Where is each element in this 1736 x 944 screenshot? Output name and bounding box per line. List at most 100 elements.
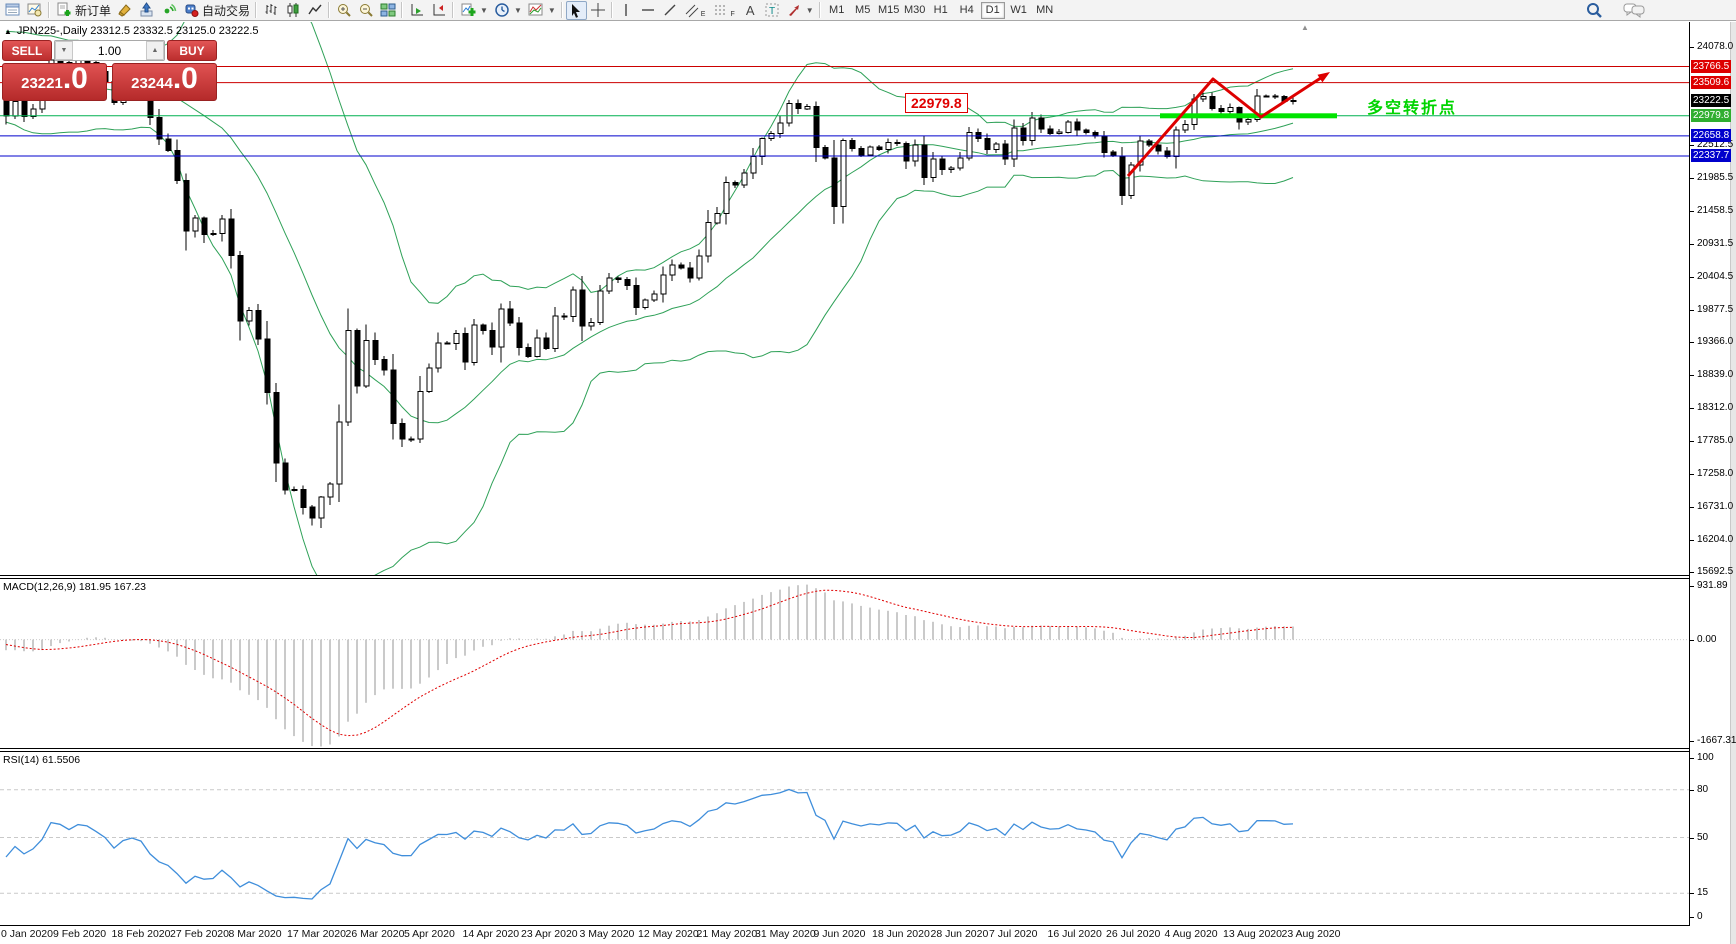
date-label: 27 Feb 2020 <box>170 928 229 940</box>
axis-tick <box>1690 375 1694 376</box>
channel-sub-label: E <box>700 10 706 18</box>
chevron-down-icon: ▼ <box>547 5 556 15</box>
axis-tick-label: 20404.5 <box>1697 270 1734 282</box>
bar-chart-mode-icon[interactable] <box>260 1 282 20</box>
toolbar-separator <box>560 2 563 18</box>
timeframe-d1[interactable]: D1 <box>980 1 1005 19</box>
horizontal-line-tool[interactable] <box>637 1 659 20</box>
line-mode-icon[interactable] <box>304 1 326 20</box>
rsi-pane[interactable] <box>0 752 1690 925</box>
timeframe-m5[interactable]: M5 <box>855 4 871 16</box>
axis-tick-label: 18312.0 <box>1697 401 1734 413</box>
sell-button[interactable]: SELL <box>2 40 52 61</box>
tick-chart-icon[interactable] <box>24 1 46 20</box>
buy-button[interactable]: BUY <box>167 40 217 61</box>
buy-price-main: 23244 <box>131 75 173 92</box>
pane-separator[interactable] <box>0 578 1690 579</box>
axis-tick <box>1690 178 1694 179</box>
publish-icon[interactable] <box>136 1 158 20</box>
text-label-tool[interactable]: T <box>761 1 783 20</box>
chart-window-icon[interactable] <box>2 1 24 20</box>
axis-tick <box>1690 506 1694 508</box>
date-label: 31 May 2020 <box>755 928 816 940</box>
axis-tick <box>1690 539 1694 541</box>
pane-separator[interactable] <box>0 751 1690 752</box>
volume-up-button[interactable]: ▲ <box>146 41 164 60</box>
arrows-tool[interactable]: ▼ <box>783 1 817 20</box>
templates-button[interactable]: ▼ <box>525 1 559 20</box>
price-tag: 22337.7 <box>1691 149 1731 163</box>
crosshair-tool[interactable] <box>587 1 609 20</box>
price-tag: 23766.5 <box>1691 60 1731 73</box>
axis-tick <box>1690 145 1694 146</box>
axis-tick-label: 20931.5 <box>1697 237 1734 249</box>
collapse-panel-arrow[interactable]: ▲ <box>4 26 12 36</box>
buy-price-panel[interactable]: 23244 .0 <box>112 63 217 101</box>
turning-point-label[interactable]: 多空转折点 <box>1367 100 1458 117</box>
toolbar-separator <box>452 2 455 18</box>
date-label: 23 Aug 2020 <box>1281 928 1341 940</box>
axis-tick <box>1690 243 1694 245</box>
chevron-down-icon: ▼ <box>513 5 522 15</box>
timeframe-m15[interactable]: M15 <box>877 4 900 16</box>
fibonacci-tool[interactable]: F <box>710 1 739 20</box>
chart-area[interactable]: 24078.0 22512.5 21985.5 21458.5 20931.5 20404… <box>0 22 1736 944</box>
volume-down-button[interactable]: ▼ <box>55 41 73 60</box>
vertical-line-tool[interactable] <box>616 1 637 20</box>
volume-stepper: ▼ 1.00 ▲ <box>54 40 165 61</box>
one-click-trading-panel: SELL ▼ 1.00 ▲ BUY 23221 .0 23244 .0 <box>2 40 217 101</box>
macd-pane[interactable] <box>0 579 1690 748</box>
pane-separator[interactable] <box>0 575 1690 576</box>
periods-button[interactable]: ▼ <box>491 1 525 20</box>
new-order-button[interactable]: 新订单 <box>53 1 114 20</box>
autotrade-button[interactable]: 自动交易 <box>180 1 253 20</box>
date-label: 28 Jun 2020 <box>930 928 989 940</box>
signal-icon[interactable] <box>158 1 180 20</box>
time-axis[interactable]: 0 Jan 2020 9 Feb 2020 18 Feb 2020 27 Feb 20… <box>0 928 1690 944</box>
date-label: 0 Jan 2020 <box>1 928 53 940</box>
date-label: 9 Jun 2020 <box>813 928 866 940</box>
chevron-down-icon: ▼ <box>805 5 814 15</box>
date-label: 8 Mar 2020 <box>228 928 282 940</box>
toolbar-separator <box>401 2 404 18</box>
chat-icon[interactable] <box>1620 1 1648 20</box>
axis-tick-label: 22512.5 <box>1697 139 1734 150</box>
zoom-in-icon[interactable] <box>333 1 355 20</box>
date-label: 9 Feb 2020 <box>53 928 107 940</box>
equidistant-channel-tool[interactable]: E <box>681 1 711 20</box>
candle-mode-icon[interactable] <box>282 1 304 20</box>
axis-tick <box>1690 407 1694 409</box>
chart-bottom-border <box>0 925 1690 926</box>
search-icon[interactable] <box>1583 1 1606 20</box>
axis-tick-label: 17785.0 <box>1697 434 1734 446</box>
axis-tick-label: 17258.0 <box>1697 467 1734 479</box>
eraser-icon[interactable] <box>114 1 136 20</box>
scroll-to-end-marker[interactable]: ▲ <box>1301 23 1309 32</box>
price-callout-label[interactable]: 22979.8 <box>905 93 968 113</box>
indicators-button[interactable]: ▼ <box>457 1 491 20</box>
pane-separator[interactable] <box>0 748 1690 749</box>
timeframe-h1[interactable]: H1 <box>933 4 948 16</box>
axis-tick-label: 18839.0 <box>1697 369 1734 380</box>
sell-price-panel[interactable]: 23221 .0 <box>2 63 107 101</box>
trendline-tool[interactable] <box>659 1 681 20</box>
chart-shift-icon[interactable] <box>428 1 450 20</box>
price-axis-border <box>1689 22 1690 925</box>
axis-tick-label: 19877.5 <box>1697 303 1734 315</box>
auto-scroll-icon[interactable] <box>406 1 428 20</box>
price-chart[interactable] <box>0 22 1690 575</box>
tile-windows-icon[interactable] <box>377 1 399 20</box>
timeframe-m30[interactable]: M30 <box>903 4 926 16</box>
timeframe-h4[interactable]: H4 <box>959 4 974 16</box>
timeframe-w1[interactable]: W1 <box>1010 4 1027 16</box>
zoom-out-icon[interactable] <box>355 1 377 20</box>
timeframe-m1[interactable]: M1 <box>829 4 845 16</box>
toolbar: 新订单 自动交易 ▼ ▼ ▼ E F A T ▼ <box>0 0 1736 21</box>
axis-tick-label: 931.89 <box>1697 580 1728 591</box>
axis-tick <box>1690 342 1694 343</box>
cursor-tool[interactable] <box>565 0 587 20</box>
volume-value[interactable]: 1.00 <box>97 43 122 58</box>
text-tool[interactable]: A <box>740 1 761 20</box>
timeframe-mn[interactable]: MN <box>1036 4 1054 16</box>
toolbar-separator <box>610 2 613 18</box>
